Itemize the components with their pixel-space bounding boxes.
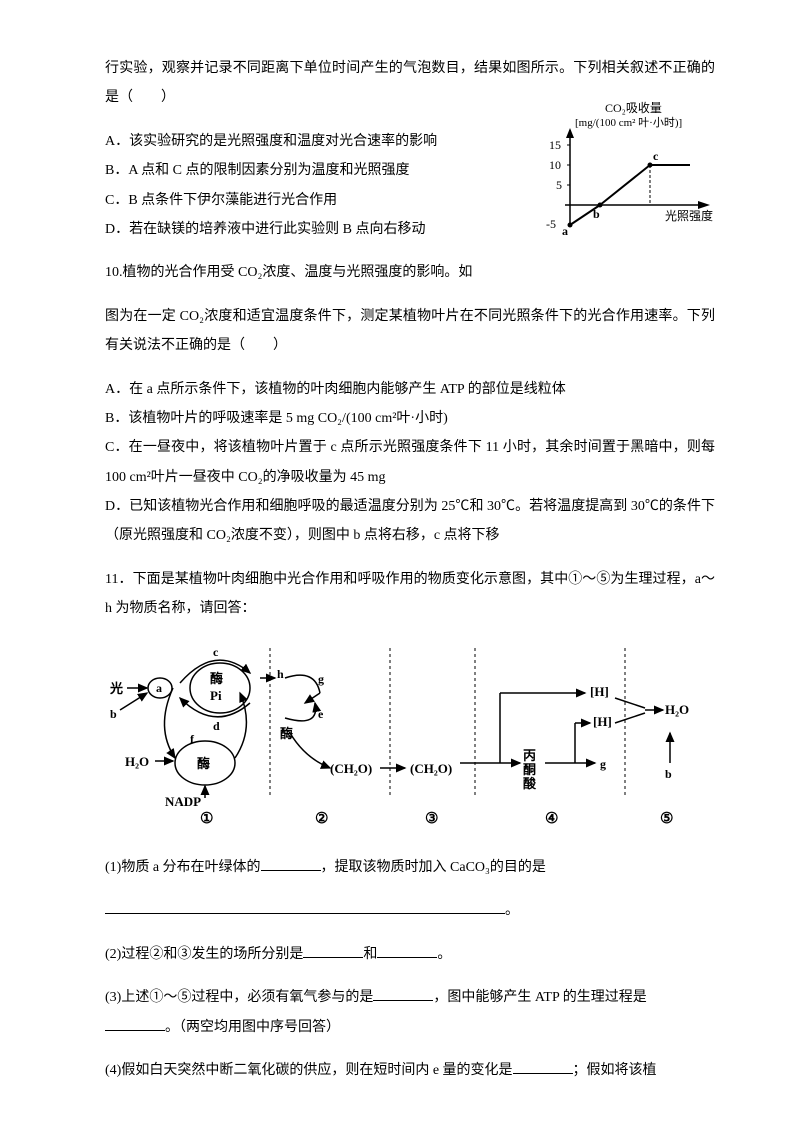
- q10-option-b: B．该植物叶片的呼吸速率是 5 mg CO₂/(100 cm²叶·小时): [105, 404, 715, 433]
- svg-text:酶: 酶: [210, 671, 223, 686]
- ytick-15: 15: [549, 138, 561, 152]
- q10-option-c: C．在一昼夜中，将该植物叶片置于 c 点所示光照强度条件下 11 小时，其余时间…: [105, 433, 715, 492]
- svg-text:①: ①: [200, 811, 213, 827]
- svg-text:b: b: [110, 707, 117, 721]
- q10-stem2: 图为在一定 CO₂浓度和适宜温度条件下，测定某植物叶片在不同光照条件下的光合作用…: [105, 302, 715, 361]
- svg-text:c: c: [213, 645, 219, 659]
- q11-part1-line2: 。: [105, 896, 715, 925]
- q10-option-a: A．在 a 点所示条件下，该植物的叶肉细胞内能够产生 ATP 的部位是线粒体: [105, 375, 715, 404]
- point-c: c: [653, 149, 659, 163]
- svg-text:g: g: [318, 672, 324, 686]
- svg-text:a: a: [156, 681, 162, 695]
- ytick-10: 10: [549, 158, 561, 172]
- svg-text:d: d: [213, 719, 220, 733]
- q11-part4: (4)假如白天突然中断二氧化碳的供应，则在短时间内 e 量的变化是 ；假如将该植: [105, 1056, 715, 1085]
- ytick-5: 5: [556, 178, 562, 192]
- svg-text:g: g: [600, 757, 606, 771]
- chart-ylabel1: CO₂吸收量: [605, 101, 662, 115]
- metabolism-diagram: 光 a b c 酶 Pi d f 酶 H₂O NADP: [105, 638, 715, 839]
- q11-p2a: (2)过程②和③发生的场所分别是: [105, 947, 303, 962]
- co2-chart: CO₂吸收量 [mg/(100 cm² 叶·小时)] 15 10 5 -5: [535, 100, 720, 250]
- q11-p4a: (4)假如白天突然中断二氧化碳的供应，则在短时间内 e 量的变化是: [105, 1063, 513, 1078]
- blank[interactable]: [373, 986, 433, 1001]
- svg-text:(CH₂O): (CH₂O): [330, 761, 372, 776]
- svg-text:e: e: [318, 707, 324, 721]
- q11-p2c: 。: [437, 947, 451, 962]
- q11-p4b: ；假如将该植: [573, 1063, 657, 1078]
- q11-p2b: 和: [363, 947, 377, 962]
- blank[interactable]: [261, 856, 321, 871]
- svg-text:②: ②: [315, 811, 328, 827]
- svg-text:光: 光: [109, 681, 123, 696]
- q11-p1b: ，提取该物质时加入 CaCO₃的目的是: [321, 860, 546, 875]
- q11-p3c: 。（两空均用图中序号回答）: [165, 1020, 340, 1035]
- blank[interactable]: [303, 943, 363, 958]
- q11-p1c: 。: [505, 903, 519, 918]
- q10-stem1: 10.植物的光合作用受 CO₂浓度、温度与光照强度的影响。如: [105, 258, 715, 287]
- q11-part1: (1)物质 a 分布在叶绿体的 ，提取该物质时加入 CaCO₃的目的是: [105, 853, 715, 882]
- svg-text:[H]: [H]: [593, 714, 612, 729]
- q11-p1a: (1)物质 a 分布在叶绿体的: [105, 860, 261, 875]
- svg-text:H₂O: H₂O: [665, 702, 689, 717]
- svg-text:酸: 酸: [523, 776, 537, 791]
- point-b: b: [593, 207, 600, 221]
- q11-p3b: ，图中能够产生 ATP 的生理过程是: [433, 990, 646, 1005]
- svg-text:酶: 酶: [197, 756, 210, 771]
- q10-option-d: D．已知该植物光合作用和细胞呼吸的最适温度分别为 25℃和 30℃。若将温度提高…: [105, 492, 715, 551]
- q11-part3: (3)上述①～⑤过程中，必须有氧气参与的是，图中能够产生 ATP 的生理过程是 …: [105, 983, 715, 1042]
- svg-text:Pi: Pi: [210, 688, 222, 703]
- svg-text:酮: 酮: [523, 762, 536, 777]
- svg-text:b: b: [665, 767, 672, 781]
- svg-text:NADP: NADP: [165, 794, 201, 809]
- chart-xlabel: 光照强度: [665, 208, 713, 223]
- q11-stem: 11．下面是某植物叶肉细胞中光合作用和呼吸作用的物质变化示意图，其中①～⑤为生理…: [105, 565, 715, 624]
- svg-text:[H]: [H]: [590, 684, 609, 699]
- svg-text:(CH₂O): (CH₂O): [410, 761, 452, 776]
- svg-text:H₂O: H₂O: [125, 754, 149, 769]
- svg-text:④: ④: [545, 811, 558, 827]
- q11-p3a: (3)上述①～⑤过程中，必须有氧气参与的是: [105, 990, 373, 1005]
- point-a: a: [562, 224, 568, 238]
- svg-text:丙: 丙: [523, 748, 536, 763]
- blank-long[interactable]: [105, 899, 505, 914]
- chart-ylabel2: [mg/(100 cm² 叶·小时)]: [575, 116, 682, 129]
- svg-text:③: ③: [425, 811, 438, 827]
- blank[interactable]: [105, 1016, 165, 1031]
- svg-text:h: h: [277, 667, 284, 681]
- ytick-neg5: -5: [546, 217, 556, 231]
- q11-part2: (2)过程②和③发生的场所分别是 和 。: [105, 940, 715, 969]
- blank[interactable]: [513, 1059, 573, 1074]
- blank[interactable]: [377, 943, 437, 958]
- svg-text:⑤: ⑤: [660, 811, 673, 827]
